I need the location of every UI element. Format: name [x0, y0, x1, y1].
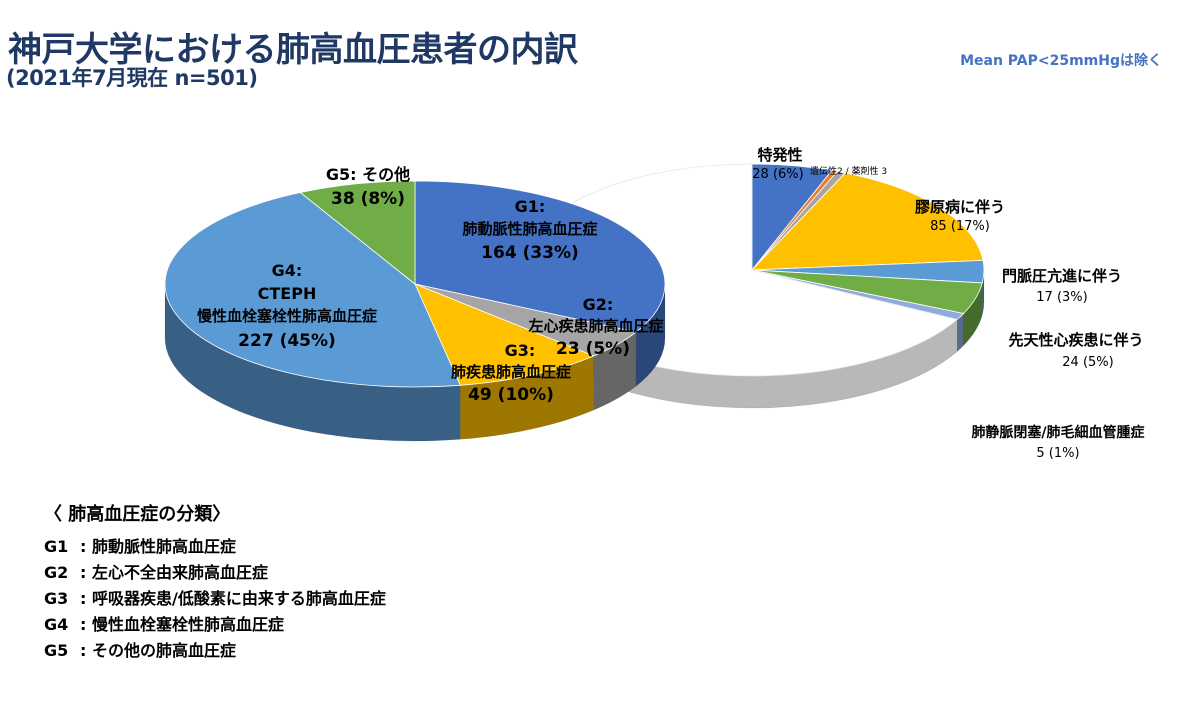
legend-text: : その他の肺高血圧症 — [80, 641, 236, 660]
classification-legend: 〈 肺高血圧症の分類〉 G1 : 肺動脈性肺高血圧症 G2 : 左心不全由来肺高血圧… — [44, 500, 386, 664]
label-g4-code: G4: — [272, 261, 303, 280]
legend-title: 〈 肺高血圧症の分類〉 — [44, 504, 231, 525]
label-g2-code: G2: — [583, 295, 614, 314]
legend-text: : 呼吸器疾患/低酸素に由来する肺高血圧症 — [80, 589, 386, 608]
legend-code: G1 — [44, 537, 69, 556]
pie-slice-g4 — [164, 192, 461, 388]
legend-item-g1: G1 : 肺動脈性肺高血圧症 — [44, 534, 386, 560]
legend-text: : 肺動脈性肺高血圧症 — [80, 537, 236, 556]
legend-item-g3: G3 : 呼吸器疾患/低酸素に由来する肺高血圧症 — [44, 586, 386, 612]
legend-code: G2 — [44, 563, 69, 582]
label-g1-name: 肺動脈性肺高血圧症 — [462, 220, 597, 238]
legend-item-g5: G5 : その他の肺高血圧症 — [44, 638, 386, 664]
label-ctd-value: 85 (17%) — [930, 219, 990, 234]
legend-item-g2: G2 : 左心不全由来肺高血圧症 — [44, 560, 386, 586]
label-idiopathic-name: 特発性 — [757, 146, 802, 164]
pie-slice-g1 — [414, 180, 666, 333]
group-pie — [164, 180, 666, 442]
label-g1-value: 164 (33%) — [481, 243, 579, 263]
label-g4-value: 227 (45%) — [238, 331, 336, 351]
legend-text: : 慢性血栓塞栓性肺高血圧症 — [80, 615, 284, 634]
label-portal-value: 17 (3%) — [1036, 290, 1087, 305]
label-g5-value: 38 (8%) — [331, 189, 405, 209]
label-portal-name: 門脈圧亢進に伴う — [1002, 267, 1122, 285]
label-g5-name: G5: その他 — [326, 165, 410, 184]
legend-code: G4 — [44, 615, 69, 634]
subtype-pie-labels: 特発性 28 (6%) 遺伝性2 / 薬剤性 3 膠原病に伴う 85 (17%) 門脈圧亢… — [752, 146, 1144, 461]
legend-item-g4: G4 : 慢性血栓塞栓性肺高血圧症 — [44, 612, 386, 638]
page-subtitle: (2021年7月現在 n=501) — [6, 66, 258, 90]
label-chd-value: 24 (5%) — [1062, 355, 1113, 370]
label-hereditary-drug: 遺伝性2 / 薬剤性 3 — [810, 165, 887, 177]
label-g2-value: 23 (5%) — [556, 339, 630, 359]
label-g1-code: G1: — [515, 197, 546, 216]
label-g3-value: 49 (10%) — [468, 385, 554, 405]
pie-slice-g3 — [414, 283, 595, 386]
page-title: 神戸大学における肺高血圧患者の内訳 — [8, 30, 578, 70]
legend-code: G3 — [44, 589, 69, 608]
label-g2-name: 左心疾患肺高血圧症 — [527, 317, 663, 335]
pie-slice-ctd — [751, 172, 984, 271]
group-pie-labels: G1: 肺動脈性肺高血圧症 164 (33%) G2: 左心疾患肺高血圧症 23 (5%)… — [197, 165, 664, 405]
label-g3-code: G3: — [505, 341, 536, 360]
label-g3-name: 肺疾患肺高血圧症 — [451, 363, 571, 381]
label-pvod-name: 肺静脈閉塞/肺毛細血管腫症 — [971, 424, 1144, 441]
label-g4-name: 慢性血栓塞栓性肺高血圧症 — [197, 307, 377, 325]
exclusion-note: Mean PAP<25mmHgは除く — [960, 53, 1162, 69]
legend-code: G5 — [44, 641, 69, 660]
label-ctd-name: 膠原病に伴う — [915, 198, 1005, 216]
label-g4-abbr: CTEPH — [258, 284, 317, 303]
pie-side-pvod — [956, 312, 964, 353]
label-pvod-value: 5 (1%) — [1036, 446, 1079, 461]
label-chd-name: 先天性心疾患に伴う — [1008, 331, 1143, 349]
pie-charts: G1: 肺動脈性肺高血圧症 164 (33%) G2: 左心疾患肺高血圧症 23 (5%)… — [164, 146, 1145, 461]
legend-text: : 左心不全由来肺高血圧症 — [80, 563, 268, 582]
label-idiopathic-value: 28 (6%) — [752, 167, 803, 182]
pie-slice-g5 — [299, 180, 416, 285]
